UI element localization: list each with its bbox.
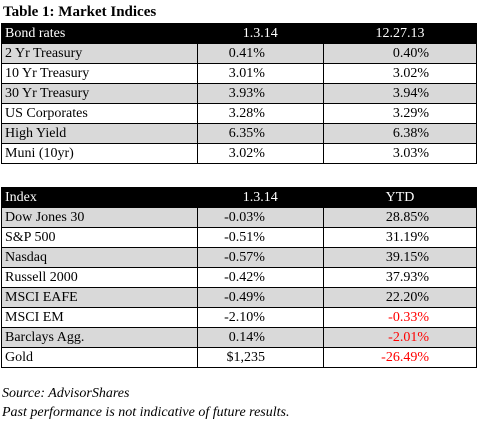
table-title: Table 1: Market Indices bbox=[3, 4, 157, 20]
row-label: 30 Yr Treasury bbox=[1, 83, 198, 104]
table-row: Gold $1,235 -26.49% bbox=[1, 347, 478, 368]
row-label: MSCI EAFE bbox=[1, 287, 198, 308]
row-label: Dow Jones 30 bbox=[1, 207, 198, 228]
table-row: MSCI EM -2.10% -0.33% bbox=[1, 307, 478, 328]
header-cell: 1.3.14 bbox=[196, 23, 324, 44]
cell-value: 6.38% bbox=[322, 123, 478, 144]
row-label: 10 Yr Treasury bbox=[1, 63, 198, 84]
cell-value: 3.03% bbox=[322, 143, 478, 164]
header-cell: 12.27.13 bbox=[322, 23, 478, 44]
cell-value: 3.01% bbox=[196, 63, 324, 84]
row-label: Muni (10yr) bbox=[1, 143, 198, 164]
cell-value: -0.51% bbox=[196, 227, 324, 248]
table-row: S&P 500 -0.51% 31.19% bbox=[1, 227, 478, 248]
row-label: MSCI EM bbox=[1, 307, 198, 328]
header-cell: 1.3.14 bbox=[196, 187, 324, 208]
cell-value: 0.14% bbox=[196, 327, 324, 348]
cell-value: 6.35% bbox=[196, 123, 324, 144]
cell-value: 3.94% bbox=[322, 83, 478, 104]
cell-value: 3.29% bbox=[322, 103, 478, 124]
row-label: US Corporates bbox=[1, 103, 198, 124]
table-row: US Corporates 3.28% 3.29% bbox=[1, 103, 478, 124]
header-cell: Index bbox=[1, 187, 198, 208]
cell-value: $1,235 bbox=[196, 347, 324, 368]
row-label: S&P 500 bbox=[1, 227, 198, 248]
table-header-row: Bond rates 1.3.14 12.27.13 bbox=[1, 23, 478, 44]
bond-rates-table: Bond rates 1.3.14 12.27.13 2 Yr Treasury… bbox=[1, 23, 478, 164]
cell-value: 31.19% bbox=[322, 227, 478, 248]
table-row: 2 Yr Treasury 0.41% 0.40% bbox=[1, 43, 478, 64]
disclaimer-note: Past performance is not indicative of fu… bbox=[2, 405, 290, 420]
row-label: Barclays Agg. bbox=[1, 327, 198, 348]
row-label: Nasdaq bbox=[1, 247, 198, 268]
table-row: Muni (10yr) 3.02% 3.03% bbox=[1, 143, 478, 164]
table-header-row: Index 1.3.14 YTD bbox=[1, 187, 478, 208]
table-row: Barclays Agg. 0.14% -2.01% bbox=[1, 327, 478, 348]
table-row: Dow Jones 30 -0.03% 28.85% bbox=[1, 207, 478, 228]
cell-value: -0.49% bbox=[196, 287, 324, 308]
cell-value: -2.01% bbox=[322, 327, 478, 348]
cell-value: 3.93% bbox=[196, 83, 324, 104]
cell-value: -0.03% bbox=[196, 207, 324, 228]
cell-value: 3.28% bbox=[196, 103, 324, 124]
table-row: MSCI EAFE -0.49% 22.20% bbox=[1, 287, 478, 308]
header-cell: YTD bbox=[322, 187, 478, 208]
table-row: High Yield 6.35% 6.38% bbox=[1, 123, 478, 144]
cell-value: 39.15% bbox=[322, 247, 478, 268]
cell-value: 37.93% bbox=[322, 267, 478, 288]
table-row: Nasdaq -0.57% 39.15% bbox=[1, 247, 478, 268]
cell-value: 0.41% bbox=[196, 43, 324, 64]
index-table: Index 1.3.14 YTD Dow Jones 30 -0.03% 28.… bbox=[1, 187, 478, 368]
cell-value: 3.02% bbox=[196, 143, 324, 164]
cell-value: -0.57% bbox=[196, 247, 324, 268]
header-cell: Bond rates bbox=[1, 23, 198, 44]
row-label: Russell 2000 bbox=[1, 267, 198, 288]
row-label: Gold bbox=[1, 347, 198, 368]
cell-value: -0.42% bbox=[196, 267, 324, 288]
cell-value: 3.02% bbox=[322, 63, 478, 84]
cell-value: 22.20% bbox=[322, 287, 478, 308]
source-note: Source: AdvisorShares bbox=[2, 386, 130, 401]
cell-value: -26.49% bbox=[322, 347, 478, 368]
cell-value: -2.10% bbox=[196, 307, 324, 328]
cell-value: 28.85% bbox=[322, 207, 478, 228]
row-label: High Yield bbox=[1, 123, 198, 144]
cell-value: 0.40% bbox=[322, 43, 478, 64]
table-row: 30 Yr Treasury 3.93% 3.94% bbox=[1, 83, 478, 104]
table-row: Russell 2000 -0.42% 37.93% bbox=[1, 267, 478, 288]
row-label: 2 Yr Treasury bbox=[1, 43, 198, 64]
cell-value: -0.33% bbox=[322, 307, 478, 328]
table-row: 10 Yr Treasury 3.01% 3.02% bbox=[1, 63, 478, 84]
